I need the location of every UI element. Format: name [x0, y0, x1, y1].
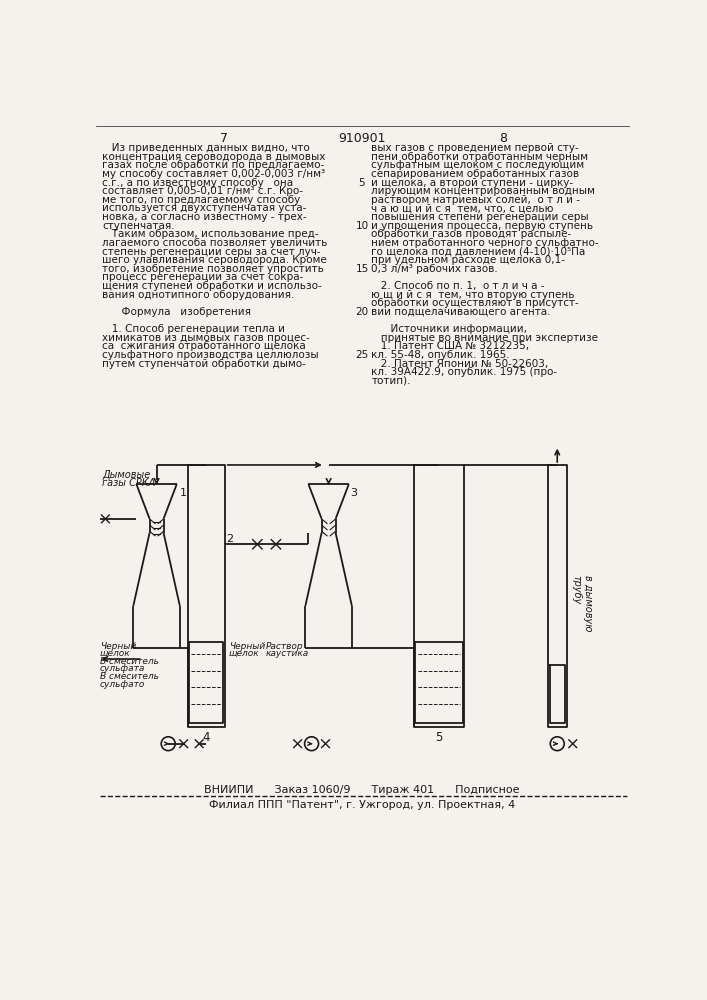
Text: му способу составляет 0,002-0,003 г/нм³: му способу составляет 0,002-0,003 г/нм³ — [103, 169, 325, 179]
Text: нием отработанного черного сульфатно-: нием отработанного черного сульфатно- — [371, 238, 599, 248]
Text: используется двухступенчатая уста-: используется двухступенчатая уста- — [103, 203, 307, 213]
Text: ВНИИПИ      Заказ 1060/9      Тираж 401      Подписное: ВНИИПИ Заказ 1060/9 Тираж 401 Подписное — [204, 785, 520, 795]
Text: с.г., а по известному способу   она: с.г., а по известному способу она — [103, 178, 293, 188]
Text: 2. Патент Японии № 50-22603,: 2. Патент Японии № 50-22603, — [371, 359, 549, 369]
Text: в дымовую
трубу: в дымовую трубу — [571, 575, 592, 632]
Text: кл. 55-48, опублик. 1965.: кл. 55-48, опублик. 1965. — [371, 350, 510, 360]
Text: ступенчатая.: ступенчатая. — [103, 221, 175, 231]
Text: сульфата: сульфата — [100, 664, 146, 673]
Text: шего улавливания сероводорода. Кроме: шего улавливания сероводорода. Кроме — [103, 255, 327, 265]
Text: 5: 5 — [358, 178, 366, 188]
Text: 2. Способ по п. 1,  о т л и ч а -: 2. Способ по п. 1, о т л и ч а - — [371, 281, 545, 291]
Text: лагаемого способа позволяет увеличить: лагаемого способа позволяет увеличить — [103, 238, 328, 248]
Text: 910901: 910901 — [338, 132, 386, 145]
Text: путем ступенчатой обработки дымо-: путем ступенчатой обработки дымо- — [103, 359, 306, 369]
Text: сульфатного производства целлюлозы: сульфатного производства целлюлозы — [103, 350, 319, 360]
Text: лирующим концентрированным водным: лирующим концентрированным водным — [371, 186, 595, 196]
Text: принятые во внимание при экспертизе: принятые во внимание при экспертизе — [371, 333, 598, 343]
Text: химикатов из дымовых газов процес-: химикатов из дымовых газов процес- — [103, 333, 310, 343]
Text: Черный: Черный — [228, 642, 265, 651]
Text: 8: 8 — [499, 132, 507, 145]
Text: ю щ и й с я  тем, что вторую ступень: ю щ и й с я тем, что вторую ступень — [371, 290, 575, 300]
Text: и упрощения процесса, первую ступень: и упрощения процесса, первую ступень — [371, 221, 593, 231]
Text: 20: 20 — [356, 307, 368, 317]
Text: Дымовые: Дымовые — [103, 470, 151, 480]
Text: 25: 25 — [356, 350, 368, 360]
Text: газы СРКА: газы СРКА — [103, 478, 156, 488]
Text: Источники информации,: Источники информации, — [371, 324, 527, 334]
Text: ч а ю щ и й с я  тем, что, с целью: ч а ю щ и й с я тем, что, с целью — [371, 203, 554, 213]
Text: раствором натриевых солей,  о т л и -: раствором натриевых солей, о т л и - — [371, 195, 580, 205]
Text: вых газов с проведением первой сту-: вых газов с проведением первой сту- — [371, 143, 579, 153]
Text: Формула   изобретения: Формула изобретения — [103, 307, 251, 317]
Text: концентрация сероводорода в дымовых: концентрация сероводорода в дымовых — [103, 152, 326, 162]
Text: Таким образом, использование пред-: Таким образом, использование пред- — [103, 229, 319, 239]
Text: В смеситель: В смеситель — [100, 672, 159, 681]
Text: каустика: каустика — [266, 649, 309, 658]
Text: обработки газов проводят распыле-: обработки газов проводят распыле- — [371, 229, 571, 239]
Text: 2: 2 — [226, 534, 233, 544]
Text: 3: 3 — [351, 488, 357, 498]
Text: 10: 10 — [356, 221, 368, 231]
Text: 7: 7 — [220, 132, 228, 145]
Text: тотип).: тотип). — [371, 376, 411, 386]
Text: сепарированием обработанных газов: сепарированием обработанных газов — [371, 169, 579, 179]
Text: щелок: щелок — [100, 649, 131, 658]
Text: процесс регенерации за счет сокра-: процесс регенерации за счет сокра- — [103, 272, 304, 282]
Text: Из приведенных данных видно, что: Из приведенных данных видно, что — [103, 143, 310, 153]
Text: са  сжигания отработанного щелока: са сжигания отработанного щелока — [103, 341, 306, 351]
Text: Филиал ППП "Патент", г. Ужгород, ул. Проектная, 4: Филиал ППП "Патент", г. Ужгород, ул. Про… — [209, 800, 515, 810]
Text: и щелока, а второй ступени - цирку-: и щелока, а второй ступени - цирку- — [371, 178, 573, 188]
Text: ме того, по предлагаемому способу: ме того, по предлагаемому способу — [103, 195, 300, 205]
Text: щелок: щелок — [228, 649, 259, 658]
Text: составляет 0,005-0,01 г/нм³ с.г. Кро-: составляет 0,005-0,01 г/нм³ с.г. Кро- — [103, 186, 303, 196]
Text: 1. Способ регенерации тепла и: 1. Способ регенерации тепла и — [103, 324, 286, 334]
Text: степень регенерации серы за счет луч-: степень регенерации серы за счет луч- — [103, 247, 321, 257]
Text: того, изобретение позволяет упростить: того, изобретение позволяет упростить — [103, 264, 325, 274]
Text: сульфато: сульфато — [100, 680, 146, 689]
Text: вания однотипного оборудования.: вания однотипного оборудования. — [103, 290, 295, 300]
Text: 15: 15 — [356, 264, 368, 274]
Text: пени обработки отработанным черным: пени обработки отработанным черным — [371, 152, 588, 162]
Text: газах после обработки по предлагаемо-: газах после обработки по предлагаемо- — [103, 160, 325, 170]
Text: кл. 39А422.9, опублик. 1975 (про-: кл. 39А422.9, опублик. 1975 (про- — [371, 367, 557, 377]
Text: при удельном расходе щелока 0,1-: при удельном расходе щелока 0,1- — [371, 255, 566, 265]
Text: 4: 4 — [202, 731, 210, 744]
Text: повышения степени регенерации серы: повышения степени регенерации серы — [371, 212, 589, 222]
Text: 5: 5 — [435, 731, 443, 744]
Text: 1: 1 — [180, 488, 187, 498]
Text: 0,3 л/м³ рабочих газов.: 0,3 л/м³ рабочих газов. — [371, 264, 498, 274]
Text: Раствор: Раствор — [266, 642, 303, 651]
Text: го щелока под давлением (4-10)·10⁵Па: го щелока под давлением (4-10)·10⁵Па — [371, 247, 585, 257]
Text: сульфатным щелоком с последующим: сульфатным щелоком с последующим — [371, 160, 585, 170]
Text: В смеситель: В смеситель — [100, 657, 159, 666]
Text: Черный: Черный — [100, 642, 136, 651]
Text: щения ступеней обработки и использо-: щения ступеней обработки и использо- — [103, 281, 322, 291]
Text: обработки осуществляют в присутст-: обработки осуществляют в присутст- — [371, 298, 579, 308]
Text: 1. Патент США № 3212235,: 1. Патент США № 3212235, — [371, 341, 530, 351]
Text: вии подщелачивающего агента.: вии подщелачивающего агента. — [371, 307, 551, 317]
Text: новка, а согласно известному - трех-: новка, а согласно известному - трех- — [103, 212, 307, 222]
